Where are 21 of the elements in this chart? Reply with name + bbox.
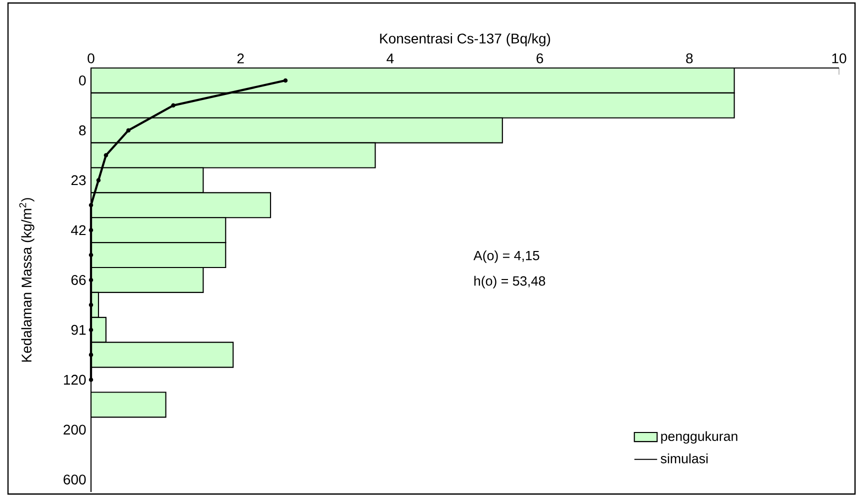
y-tick-label: 600 (64, 474, 86, 484)
y-tick-label: 23 (71, 175, 86, 186)
y-tick-label: 91 (71, 324, 86, 335)
y-tick-label: 120 (64, 374, 86, 385)
y-tick-label: 0 (79, 76, 86, 86)
x-tick-label: 2 (237, 54, 244, 64)
x-tick-label: 6 (536, 53, 544, 64)
y-axis-title: Kedalaman Massa (kg/m$^{2}$) (19, 198, 34, 362)
x-tick-label: 0 (88, 53, 94, 64)
y-tick-label: 200 (64, 424, 86, 435)
annotation: h(o) = 53,48 (474, 276, 546, 288)
x-tick-label: 4 (386, 54, 394, 64)
legend-label: penggukuran (661, 431, 738, 444)
y-tick-label: 42 (71, 225, 86, 235)
annotation: A(o) = 4,15 (473, 250, 540, 263)
x-tick-label: 8 (686, 53, 693, 64)
y-tick-label: 66 (71, 275, 86, 285)
x-tick-label: 10 (832, 53, 846, 64)
y-tick-label: 8 (79, 125, 86, 136)
legend-label: simulasi (660, 454, 708, 464)
x-axis-title: Konsentrasi Cs-137 (Bq/kg) (380, 33, 550, 46)
